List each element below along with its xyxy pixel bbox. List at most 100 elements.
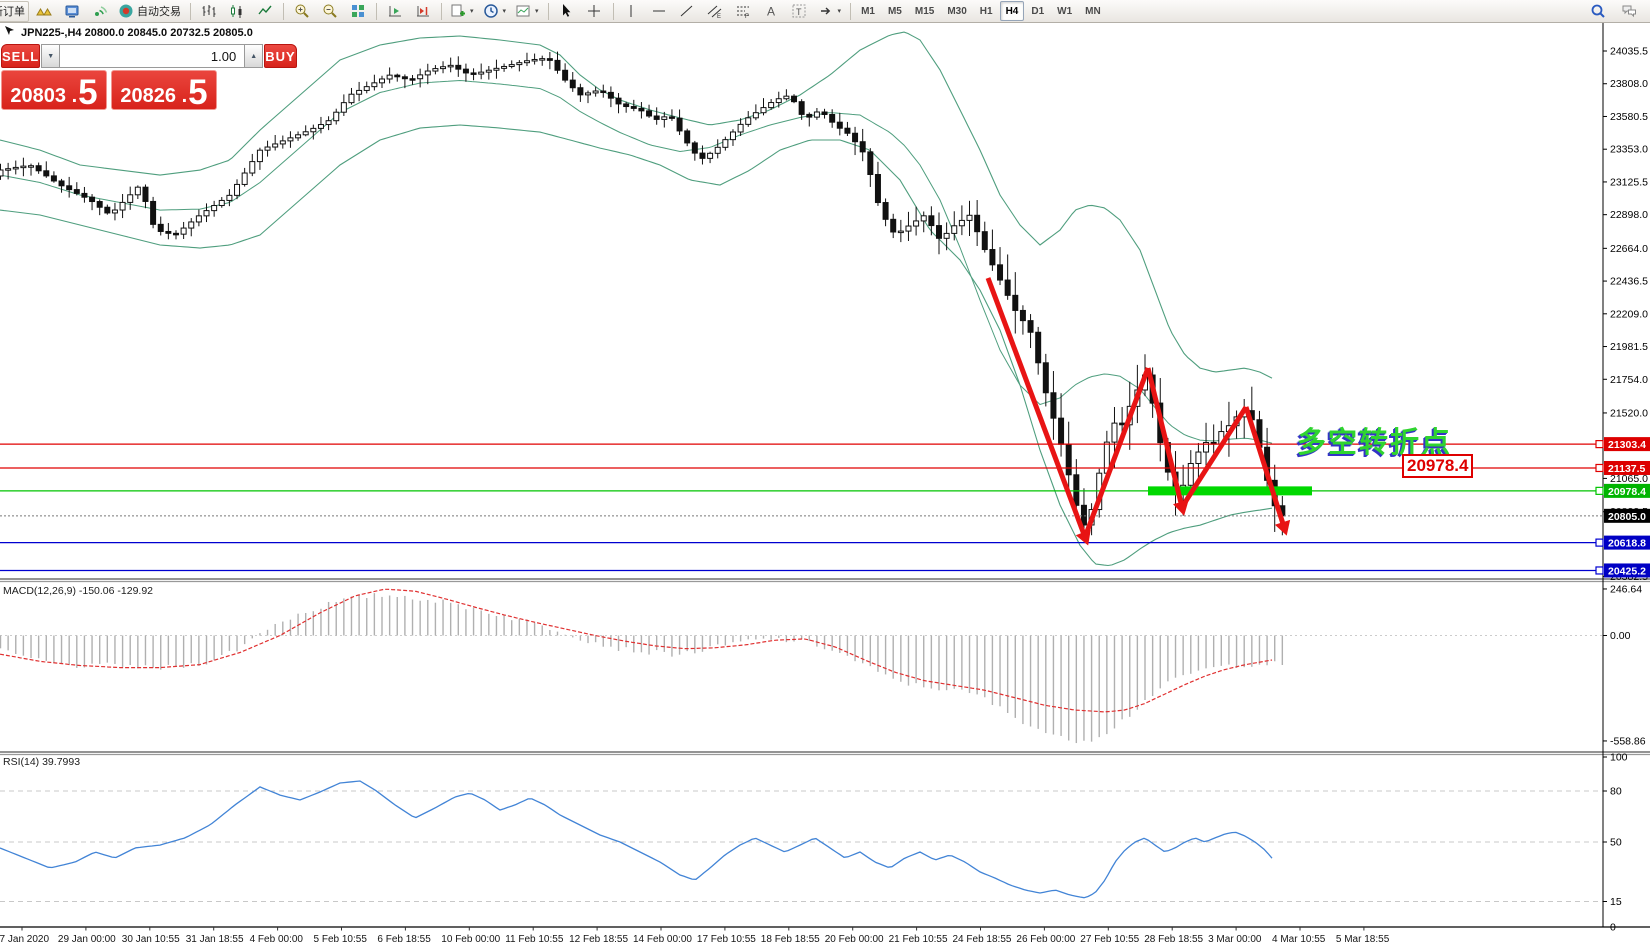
trend-arrow-segment[interactable]	[1179, 405, 1249, 509]
signal-button[interactable]	[86, 1, 113, 22]
timeframe-h1[interactable]: H1	[979, 5, 993, 17]
chat-button[interactable]	[1615, 1, 1642, 22]
terminal-icon	[64, 3, 80, 19]
buy-price-big: 5	[188, 73, 208, 113]
horizontal-line-button[interactable]	[646, 1, 673, 22]
level-connector[interactable]	[1595, 538, 1604, 547]
price-badge-label: 20425.2	[1608, 565, 1646, 577]
candlestick-chart-button[interactable]	[223, 1, 250, 22]
buy-price-button[interactable]: 20826 . 5	[111, 70, 217, 110]
level-connector[interactable]	[1595, 486, 1604, 495]
zoom-out-button[interactable]	[316, 1, 343, 22]
candle-body	[958, 219, 965, 227]
fibonacci-button[interactable]: F	[730, 1, 757, 22]
candle-body	[874, 174, 881, 204]
level-connector[interactable]	[1595, 440, 1604, 449]
level-connector[interactable]	[1595, 566, 1604, 575]
crosshair-button[interactable]	[581, 1, 608, 22]
autotrade-button[interactable]: 自动交易	[114, 1, 185, 22]
candle-body	[485, 69, 492, 73]
search-button[interactable]	[1584, 1, 1611, 22]
gold-bars-button[interactable]	[30, 1, 57, 22]
timeframe-m15[interactable]: M15	[914, 5, 935, 17]
bar-chart-button[interactable]	[195, 1, 222, 22]
bollinger-middle-band	[0, 79, 1273, 444]
candle-body	[905, 225, 912, 232]
price-badge	[1604, 437, 1650, 452]
templates-button[interactable]	[511, 1, 543, 22]
candle-body	[333, 111, 340, 122]
text-label-button[interactable]: T	[786, 1, 813, 22]
trend-arrowhead[interactable]	[1274, 519, 1291, 536]
candle-body	[478, 71, 485, 75]
timeframe-m30[interactable]: M30	[947, 5, 967, 17]
date-label: 20 Feb 00:00	[825, 934, 884, 945]
candlestick-chart-icon	[229, 3, 245, 19]
candle-body	[661, 116, 668, 120]
sell-price-button[interactable]: 20803 . 5	[1, 70, 107, 110]
macd-tick-label: 0.00	[1610, 630, 1631, 642]
macd-tick-label: 246.64	[1610, 583, 1642, 595]
text-button[interactable]: A	[758, 1, 785, 22]
auto-scroll-button[interactable]	[381, 1, 408, 22]
candle-body	[157, 223, 164, 232]
candle-body	[676, 117, 683, 132]
timeframe-mn[interactable]: MN	[1085, 5, 1101, 17]
timeframe-w1[interactable]: W1	[1057, 5, 1073, 17]
trend-arrow-segment[interactable]	[1145, 367, 1185, 508]
trend-arrow-segment[interactable]	[1082, 367, 1151, 538]
candle-body	[447, 64, 454, 68]
template-icon	[515, 3, 531, 19]
trend-arrow-segment[interactable]	[1243, 406, 1287, 528]
indicators-button[interactable]	[446, 1, 478, 22]
candle-body	[150, 200, 157, 225]
price-level-annotation[interactable]: 20978.4	[1402, 454, 1474, 478]
sell-button[interactable]: SELL	[1, 44, 41, 68]
rsi-tick-label: 100	[1610, 752, 1628, 764]
tile-windows-button[interactable]	[344, 1, 371, 22]
toolbar-separator	[376, 2, 377, 20]
periods-button[interactable]	[479, 1, 511, 22]
turning-point-annotation[interactable]: 多空转折点	[1297, 427, 1453, 459]
terminal-button[interactable]	[58, 1, 85, 22]
date-label: 29 Jan 00:00	[58, 934, 116, 945]
volume-increase-button[interactable]: ▲	[244, 44, 264, 68]
date-label: 31 Jan 18:55	[186, 934, 244, 945]
trend-arrow-segment[interactable]	[985, 277, 1088, 538]
volume-decrease-button[interactable]: ▼	[41, 44, 61, 68]
zoom-in-button[interactable]	[288, 1, 315, 22]
trendline-button[interactable]	[674, 1, 701, 22]
candle-body	[707, 152, 714, 159]
candle-body	[386, 74, 393, 80]
price-tick-label: 23580.5	[1610, 111, 1648, 123]
volume-input[interactable]	[60, 44, 245, 68]
vertical-line-button[interactable]	[618, 1, 645, 22]
candle-body	[493, 67, 500, 71]
candle-body	[455, 64, 462, 70]
rsi-tick-label: 15	[1610, 896, 1622, 908]
main-toolbar: 新订单 自动交易 E F A	[0, 0, 1650, 23]
level-connector[interactable]	[1595, 463, 1604, 473]
line-chart-button[interactable]	[251, 1, 278, 22]
date-label: 30 Jan 10:55	[122, 934, 180, 945]
cursor-button[interactable]	[553, 1, 580, 22]
candle-body	[35, 165, 42, 172]
candle-body	[119, 201, 126, 211]
candle-body	[577, 87, 584, 96]
chart-shift-button[interactable]	[409, 1, 436, 22]
chart-area[interactable]: 24035.5 23808.0 23580.5 23353.0 23125.5 22898…	[0, 23, 1650, 949]
candle-body	[1065, 443, 1072, 476]
candle-body	[226, 194, 233, 201]
text-label-icon: T	[791, 3, 807, 19]
timeframe-m5[interactable]: M5	[887, 5, 902, 17]
channel-button[interactable]: E	[702, 1, 729, 22]
buy-button[interactable]: BUY	[264, 44, 297, 68]
timeframe-m1[interactable]: M1	[861, 5, 875, 17]
candle-body	[188, 221, 195, 229]
candle-body	[920, 215, 927, 222]
timeframe-h4[interactable]: H4	[999, 1, 1025, 21]
timeframe-d1[interactable]: D1	[1031, 5, 1045, 17]
candle-body	[844, 127, 851, 134]
shapes-button[interactable]	[814, 1, 846, 22]
new-order-button[interactable]: 新订单	[0, 0, 29, 22]
